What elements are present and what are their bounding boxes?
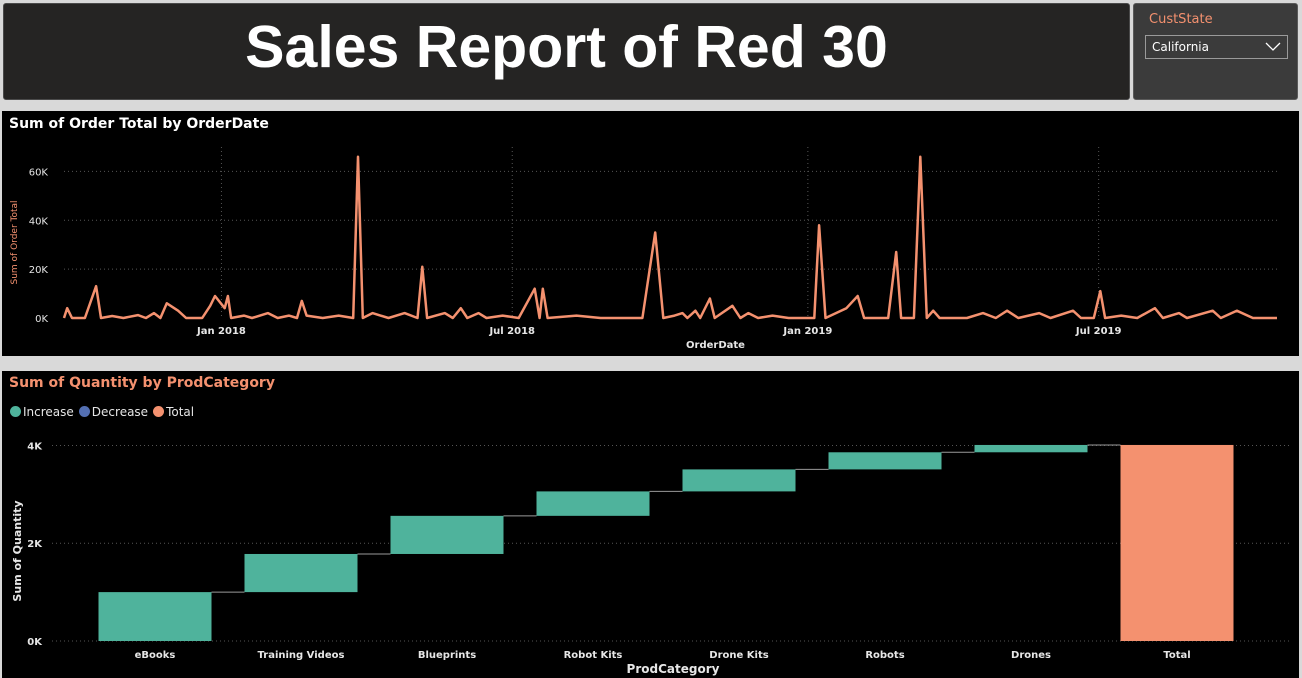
waterfall-chart-plot: 0K 2K 4K Sum of Quantity ProdCategory eBooks T… (11, 441, 1292, 676)
bar-drone-kits (682, 469, 796, 492)
legend-dot (153, 406, 165, 417)
bar-robots (828, 452, 942, 470)
y-tick-label: 0K (27, 637, 43, 648)
y-axis-title: Sum of Order Total (10, 200, 20, 284)
order-total-series-line (62, 155, 1277, 320)
x-tick-label: Drones (1011, 650, 1051, 661)
waterfall-chart-title: Sum of Quantity by ProdCategory (9, 375, 275, 391)
y-tick-label: 0K (35, 314, 48, 325)
cust-state-slicer: CustState California (1133, 3, 1298, 100)
legend-dot (10, 406, 21, 417)
legend-dot (78, 406, 90, 417)
slicer-label: CustState (1149, 12, 1213, 27)
x-axis-title: ProdCategory (627, 662, 720, 676)
x-tick-label: Robots (865, 650, 904, 661)
x-tick-label: Jan 2018 (196, 326, 246, 337)
x-tick-label: eBooks (135, 650, 176, 661)
x-tick-label: Training Videos (258, 650, 345, 661)
bar-blueprints (390, 515, 504, 554)
legend-item-decrease[interactable]: Decrease (78, 405, 149, 419)
legend-label: Total (166, 405, 195, 419)
line-chart-plot: 0K 20K 40K 60K Jan 2018 Jul 2018 Jan 2019 Jul 2… (10, 147, 1277, 351)
x-tick-label: Drone Kits (709, 650, 768, 661)
legend-item-increase[interactable]: Increase (10, 405, 74, 419)
y-tick-label: 40K (29, 216, 49, 227)
bar-ebooks (98, 592, 212, 641)
legend-item-total[interactable]: Total (153, 405, 194, 419)
x-axis-title: OrderDate (686, 340, 745, 351)
x-tick-label: Total (1163, 650, 1190, 661)
chevron-down-icon (1265, 42, 1281, 51)
page-title: Sales Report of Red 30 (245, 14, 888, 80)
y-tick-label: 20K (29, 265, 49, 276)
x-tick-label: Robot Kits (564, 650, 623, 661)
legend-label: Increase (23, 405, 74, 419)
y-tick-label: 4K (27, 441, 43, 452)
order-total-line-chart: Sum of Order Total by OrderDate 0K 20K 40K… (2, 111, 1299, 356)
state-dropdown[interactable]: California (1145, 35, 1288, 59)
y-axis-title: Sum of Quantity (11, 500, 24, 601)
y-tick-label: 60K (29, 167, 49, 178)
x-tick-label: Blueprints (418, 650, 476, 661)
quantity-waterfall-chart: Sum of Quantity by ProdCategory Increase… (2, 371, 1299, 678)
bar-training-videos (244, 553, 358, 593)
waterfall-legend: Increase Decrease Total (10, 405, 199, 421)
line-chart-title: Sum of Order Total by OrderDate (9, 116, 269, 132)
bar-total (1120, 444, 1234, 641)
x-tick-label: Jul 2019 (1075, 326, 1122, 337)
x-tick-label: Jul 2018 (488, 326, 535, 337)
y-tick-label: 2K (27, 539, 43, 550)
legend-label: Decrease (91, 405, 149, 419)
bar-drones (974, 444, 1088, 453)
bar-robot-kits (536, 491, 650, 516)
report-header: Sales Report of Red 30 (3, 3, 1130, 100)
state-dropdown-value: California (1152, 40, 1209, 54)
x-tick-label: Jan 2019 (782, 326, 832, 337)
